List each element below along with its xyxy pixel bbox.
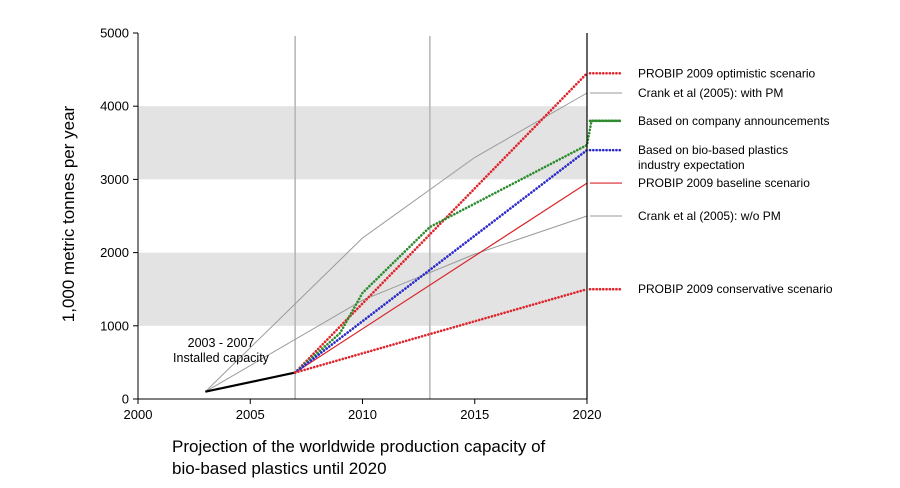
series-line-0 [293,72,589,374]
series-line-5 [205,215,588,393]
x-tick-label: 2010 [348,407,377,422]
x-tick-label: 2005 [236,407,265,422]
series-line-1 [204,92,588,393]
x-tick-label: 2020 [573,407,602,422]
x-axis-title-line-1: Projection of the worldwide production c… [172,437,546,456]
x-axis-title-line-2: bio-based plastics until 2020 [172,459,387,478]
shaded-band-0 [138,252,587,326]
x-axis-title: Projection of the worldwide production c… [172,436,545,480]
legend-label-0: PROBIP 2009 optimistic scenario [638,66,816,80]
legend-label-2: Based on company announcements [638,114,829,128]
y-tick-label: 1000 [100,318,129,333]
series-line-2 [293,119,623,374]
legend-label-5: Crank et al (2005): w/o PM [638,209,781,223]
legend-label-1: Crank et al (2005): with PM [638,86,783,100]
series-line-3 [293,148,589,374]
series-line-7 [205,371,296,393]
annotation-line-1: Installed capacity [173,351,270,365]
axes: 0 1000 2000 3000 4000 5000 2000 2005 2010 2015 202… [100,26,601,423]
series-line-4 [294,182,588,374]
y-tick-label: 0 [122,392,129,407]
y-tick-label: 3000 [100,172,129,187]
series-group [204,72,623,393]
legend-label-6: PROBIP 2009 conservative scenario [638,282,833,296]
y-tick-label: 4000 [100,99,129,114]
x-tick-label: 2015 [460,407,489,422]
annotation-line-0: 2003 - 2007 [188,336,255,350]
y-axis-title: 1,000 metric tonnes per year [59,105,78,322]
series-line-6 [293,287,589,374]
x-tick-label: 2000 [124,407,153,422]
y-tick-label: 2000 [100,245,129,260]
shaded-band-1 [138,106,587,180]
legend-label-3: Based on bio-based plastics [638,143,788,157]
y-tick-label: 5000 [100,26,129,41]
legend: PROBIP 2009 optimistic scenario Crank et … [588,66,833,296]
shaded-bands [138,106,587,326]
reference-vertical-lines [294,36,431,399]
legend-label-4: PROBIP 2009 baseline scenario [638,176,810,190]
legend-label-3: industry expectation [638,158,745,172]
